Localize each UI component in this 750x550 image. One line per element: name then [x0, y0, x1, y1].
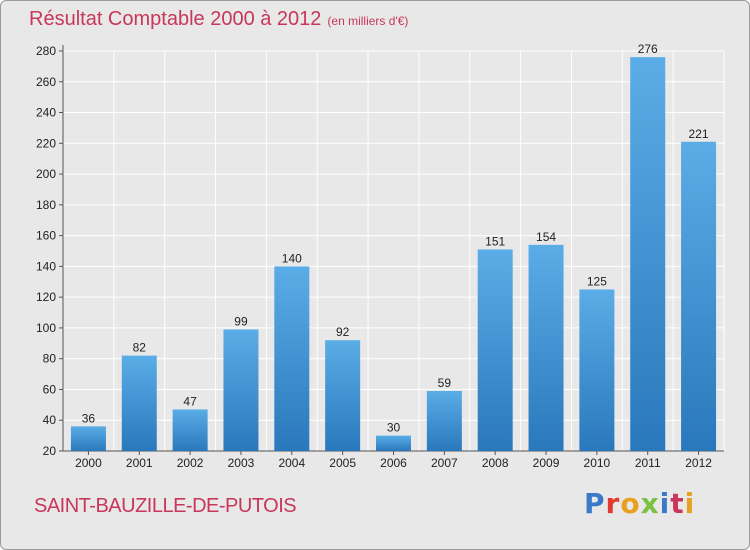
y-tick-label: 100: [36, 321, 56, 335]
data-label-2006: 30: [387, 421, 401, 435]
y-tick-label: 240: [36, 106, 56, 120]
commune-name: SAINT-BAUZILLE-DE-PUTOIS: [34, 495, 297, 517]
bar-2008: [477, 249, 513, 451]
x-tick-label: 2010: [584, 456, 611, 470]
chart-subtitle: (en milliers d'€): [327, 14, 409, 28]
data-label-2008: 151: [485, 234, 505, 248]
x-tick-label: 2012: [685, 456, 712, 470]
x-tick-label: 2008: [482, 456, 509, 470]
bar-2004: [274, 266, 310, 451]
bar-2003: [223, 329, 259, 451]
bar-2005: [325, 340, 361, 451]
y-tick-label: 160: [36, 229, 56, 243]
data-label-2007: 59: [438, 376, 452, 390]
y-tick-label: 60: [43, 382, 57, 396]
bar-2001: [121, 355, 157, 451]
data-labels: 36 82 47 99 140 92 30 59 151 154 125 276 221: [82, 42, 709, 434]
y-tick-label: 120: [36, 290, 56, 304]
x-tick-label: 2003: [228, 456, 255, 470]
x-tick-label: 2005: [329, 456, 356, 470]
y-tick-label: 180: [36, 198, 56, 212]
bar-2012: [681, 141, 717, 451]
bars: [70, 57, 717, 452]
bar-2011: [630, 57, 666, 452]
y-tick-label: 20: [43, 444, 57, 458]
data-label-2003: 99: [234, 314, 248, 328]
y-tick-label: 140: [36, 259, 56, 273]
bar-2000: [70, 426, 106, 451]
bar-2010: [579, 289, 615, 451]
y-tick-label: 280: [36, 44, 56, 58]
bar-2007: [426, 391, 462, 451]
data-label-2001: 82: [133, 341, 147, 355]
x-tick-label: 2009: [533, 456, 560, 470]
bar-2009: [528, 244, 564, 451]
x-tick-label: 2002: [177, 456, 204, 470]
bar-2006: [376, 435, 411, 451]
y-tick-label: 40: [43, 413, 57, 427]
x-tick-label: 2011: [635, 456, 661, 470]
data-label-2012: 221: [689, 127, 709, 141]
x-tick-label: 2007: [431, 456, 458, 470]
bar-2002: [172, 409, 208, 451]
y-tick-label: 260: [36, 75, 56, 89]
x-tick-label: 2000: [75, 456, 102, 470]
y-tick-label: 220: [36, 136, 56, 150]
x-tick-label: 2004: [278, 456, 305, 470]
y-tick-label: 80: [43, 352, 57, 366]
x-tick-label: 2006: [380, 456, 407, 470]
gridlines: [62, 50, 725, 452]
data-label-2002: 47: [183, 394, 197, 408]
data-label-2004: 140: [282, 251, 302, 265]
data-label-2000: 36: [82, 411, 96, 425]
chart-title: Résultat Comptable 2000 à 2012 (en millie…: [29, 8, 408, 31]
data-label-2009: 154: [536, 230, 556, 244]
x-tick-label: 2001: [126, 456, 153, 470]
chart-title-text: Résultat Comptable 2000 à 2012: [29, 8, 322, 30]
y-tick-label: 200: [36, 167, 56, 181]
data-label-2005: 92: [336, 325, 350, 339]
proxiti-logo: Proxiti: [584, 487, 696, 520]
data-label-2010: 125: [587, 274, 607, 288]
data-label-2011: 276: [638, 42, 658, 56]
